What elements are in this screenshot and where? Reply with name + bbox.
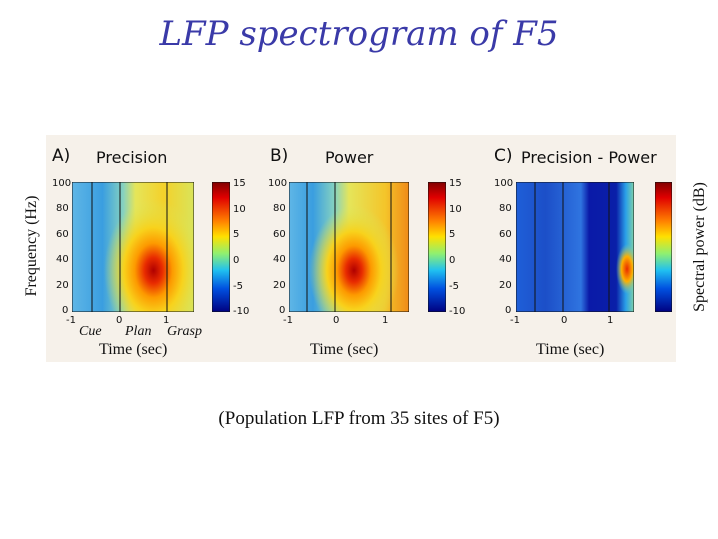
panel-a-ytick: 100 xyxy=(52,178,72,189)
panel-b-cbar-tick: -10 xyxy=(449,306,466,317)
slide-title: LFP spectrogram of F5 xyxy=(159,14,559,54)
panel-b-colorbar xyxy=(428,182,446,312)
panel-b-ytick: 60 xyxy=(273,229,286,240)
panel-a-cbar-tick: -5 xyxy=(233,281,243,292)
panel-a-ytick: 0 xyxy=(62,305,69,316)
panel-b-ytick: 40 xyxy=(273,254,286,265)
panel-b-xtick: -1 xyxy=(283,315,293,326)
colorbar-label: Spectral power (dB) xyxy=(691,182,708,312)
panel-a-xlabel: Time (sec) xyxy=(99,341,168,358)
panel-c-title: Precision - Power xyxy=(521,148,657,167)
panel-a-cbar-tick: 5 xyxy=(233,229,240,240)
panel-a-cbar-tick: 10 xyxy=(233,204,246,215)
panel-b-cbar-tick: 5 xyxy=(449,229,456,240)
panel-b-spectrogram xyxy=(289,182,409,312)
panel-c-ytick: 100 xyxy=(494,178,514,189)
phase-label-grasp: Grasp xyxy=(167,324,203,339)
panel-c-xtick: 0 xyxy=(561,315,568,326)
panel-b-ytick: 100 xyxy=(268,178,288,189)
panel-b-cbar-tick: 15 xyxy=(449,178,462,189)
panel-a-letter: A) xyxy=(52,146,71,166)
panel-a-xtick: -1 xyxy=(66,315,76,326)
panel-a-cbar-tick: 15 xyxy=(233,178,246,189)
panel-a-colorbar xyxy=(212,182,230,312)
panel-c-xtick: -1 xyxy=(510,315,520,326)
panel-b-title: Power xyxy=(325,148,374,167)
panel-b-xtick: 1 xyxy=(382,315,389,326)
panel-a-title: Precision xyxy=(96,148,168,167)
panel-a-spectrogram xyxy=(72,182,194,312)
panel-c-ytick: 0 xyxy=(505,305,512,316)
panel-b-xlabel: Time (sec) xyxy=(310,341,379,358)
panel-b-ytick: 80 xyxy=(273,203,286,214)
panel-a-cbar-tick: -10 xyxy=(233,306,250,317)
figure-caption: (Population LFP from 35 sites of F5) xyxy=(218,408,500,429)
panel-b-ytick: 0 xyxy=(279,305,286,316)
panel-b-cbar-tick: 10 xyxy=(449,204,462,215)
panel-c-ytick: 20 xyxy=(499,280,512,291)
panel-a-ytick: 40 xyxy=(56,254,69,265)
panel-c-letter: C) xyxy=(494,146,513,166)
panel-b-cbar-tick: -5 xyxy=(449,281,459,292)
panel-a-ytick: 20 xyxy=(56,280,69,291)
panel-c-ytick: 60 xyxy=(499,229,512,240)
panel-b-xtick: 0 xyxy=(333,315,340,326)
panel-a-xtick: 0 xyxy=(116,315,123,326)
panel-b-letter: B) xyxy=(270,146,289,166)
panel-c-xtick: 1 xyxy=(607,315,614,326)
panel-c-spectrogram xyxy=(516,182,634,312)
panel-a-ytick: 80 xyxy=(56,203,69,214)
panel-a-xtick: 1 xyxy=(163,315,170,326)
panel-c-xlabel: Time (sec) xyxy=(536,341,605,358)
panel-b-cbar-tick: 0 xyxy=(449,255,456,266)
panel-c-ytick: 40 xyxy=(499,254,512,265)
panel-a-ytick: 60 xyxy=(56,229,69,240)
panel-a-cbar-tick: 0 xyxy=(233,255,240,266)
phase-label-cue: Cue xyxy=(79,324,102,339)
panel-c-colorbar xyxy=(655,182,672,312)
panel-c-ytick: 80 xyxy=(499,203,512,214)
y-axis-label: Frequency (Hz) xyxy=(23,195,40,297)
phase-label-plan: Plan xyxy=(125,324,152,339)
panel-b-ytick: 20 xyxy=(273,280,286,291)
